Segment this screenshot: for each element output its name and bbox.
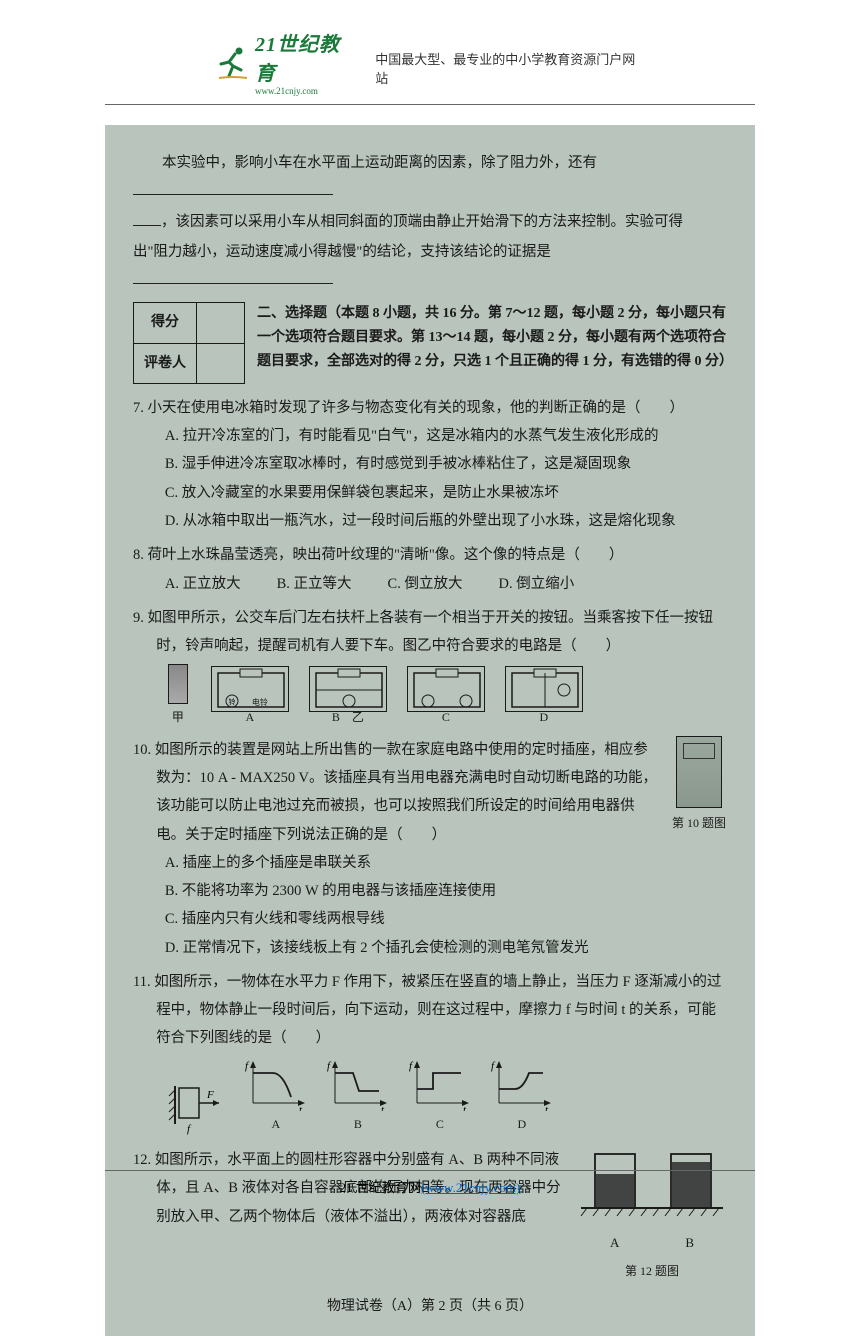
- question-10: 10. 如图所示的装置是网站上所出售的一款在家庭电路中使用的定时插座，相应参数为…: [133, 736, 727, 962]
- svg-text:f: f: [187, 1123, 192, 1135]
- option: B. 正立等大: [277, 570, 352, 598]
- footer-link[interactable]: (www.21cnjy.com): [421, 1180, 520, 1195]
- page-number: 物理试卷（A）第 2 页（共 6 页）: [133, 1293, 727, 1320]
- svg-text:t: t: [299, 1104, 303, 1111]
- option: B. 不能将功率为 2300 W 的用电器与该插座连接使用: [165, 877, 727, 905]
- question-12: 12. 如图所示，水平面上的圆柱形容器中分别盛有 A、B 两种不同液体，且 A、…: [133, 1146, 727, 1283]
- section-instructions: 二、选择题（本题 8 小题，共 16 分。第 7～12 题，每小题 2 分，每小…: [257, 302, 727, 373]
- option: C. 插座内只有火线和零线两根导线: [165, 905, 727, 933]
- question-7: 7. 小天在使用电冰箱时发现了许多与物态变化有关的现象，他的判断正确的是（ ） …: [133, 394, 727, 535]
- q10-figure: 第 10 题图: [671, 736, 727, 849]
- intro-text: 出"阻力越小，运动速度减小得越慢"的结论，支持该结论的证据是: [133, 238, 727, 295]
- svg-text:f: f: [245, 1060, 250, 1072]
- option: D. 正常情况下，该接线板上有 2 个插孔会使检测的测电笔氖管发光: [165, 934, 727, 962]
- svg-text:F: F: [206, 1089, 214, 1101]
- option: D. 倒立缩小: [498, 570, 574, 598]
- option: D. 从冰箱中取出一瓶汽水，过一段时间后瓶的外壁出现了小水珠，这是熔化现象: [165, 507, 727, 535]
- intro-text: 本实验中，影响小车在水平面上运动距离的因素，除了阻力外，还有: [133, 149, 727, 206]
- svg-text:铃: 铃: [228, 697, 235, 706]
- question-9: 9. 如图甲所示，公交车后门左右扶杆上各装有一个相当于开关的按钮。当乘客按下任一…: [133, 604, 727, 730]
- option: C. 放入冷藏室的水果要用保鲜袋包裹起来，是防止水果被冻坏: [165, 479, 727, 507]
- logo-url: www.21cnjy.com: [255, 86, 359, 96]
- svg-text:f: f: [409, 1060, 414, 1072]
- score-table: 得分 评卷人: [133, 302, 245, 384]
- section-header: 得分 评卷人 二、选择题（本题 8 小题，共 16 分。第 7～12 题，每小题…: [133, 302, 727, 384]
- intro-text: ，该因素可以采用小车从相同斜面的顶端由静止开始滑下的方法来控制。实验可得: [133, 208, 727, 236]
- question-11: 11. 如图所示，一物体在水平力 F 作用下，被紧压在竖直的墙上静止，当压力 F…: [133, 968, 727, 1136]
- header-tagline: 中国最大型、最专业的中小学教育资源门户网站: [375, 49, 645, 87]
- option: B. 湿手伸进冷冻室取冰棒时，有时感觉到手被冰棒粘住了，这是凝固现象: [165, 450, 727, 478]
- svg-text:t: t: [381, 1104, 385, 1111]
- option: A. 插座上的多个插座是串联关系: [165, 849, 727, 877]
- svg-text:f: f: [491, 1060, 496, 1072]
- svg-text:t: t: [463, 1104, 467, 1111]
- runner-icon: [215, 44, 251, 80]
- q12-figure: AB 第 12 题图: [577, 1146, 727, 1283]
- option: A. 拉开冷冻室的门，有时能看见"白气"，这是冰箱内的水蒸气发生液化形成的: [165, 422, 727, 450]
- logo: 21世纪教育 www.21cnjy.com: [215, 28, 359, 96]
- option: C. 倒立放大: [388, 570, 463, 598]
- page-header: 21世纪教育 www.21cnjy.com 中国最大型、最专业的中小学教育资源门…: [105, 0, 755, 105]
- scanned-page: 本实验中，影响小车在水平面上运动距离的因素，除了阻力外，还有 ，该因素可以采用小…: [105, 125, 755, 1336]
- question-8: 8. 荷叶上水珠晶莹透亮，映出荷叶纹理的"清晰"像。这个像的特点是（ ） A. …: [133, 541, 727, 598]
- circuit-figures: 甲 铃 电铃 A B 乙 C: [133, 664, 727, 729]
- svg-text:t: t: [545, 1104, 549, 1111]
- option: A. 正立放大: [165, 570, 241, 598]
- q11-graphs: F f ft A ft B ft C: [133, 1059, 727, 1136]
- page-body: 本实验中，影响小车在水平面上运动距离的因素，除了阻力外，还有 ，该因素可以采用小…: [105, 125, 755, 1336]
- logo-title: 21世纪教育: [255, 28, 359, 86]
- svg-text:f: f: [327, 1060, 332, 1072]
- page-footer: 21 世纪教育网(www.21cnjy.com): [105, 1170, 755, 1196]
